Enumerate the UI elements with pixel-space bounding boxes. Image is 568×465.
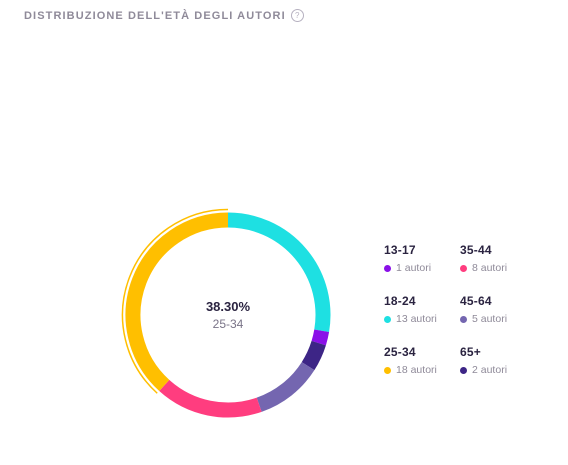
- legend-range: 45-64: [460, 294, 492, 308]
- legend-count: 1 autori: [396, 262, 432, 274]
- donut-segment-35-44[interactable]: [159, 379, 262, 418]
- legend-count: 8 autori: [472, 262, 508, 274]
- legend-dot: [460, 315, 467, 323]
- legend-dot: [384, 366, 391, 374]
- donut-highlight-ring: [121, 208, 229, 394]
- legend-dot: [384, 315, 391, 323]
- legend-range: 18-24: [384, 294, 416, 308]
- donut-segment-65-plus[interactable]: [301, 340, 326, 371]
- legend-range: 65+: [460, 345, 481, 359]
- donut-segment-18-24[interactable]: [227, 212, 331, 333]
- legend-range: 13-17: [384, 243, 416, 257]
- legend-count: 2 autori: [472, 364, 508, 376]
- donut-segment-45-64[interactable]: [256, 361, 315, 412]
- donut-segment-13-17[interactable]: [311, 329, 330, 346]
- legend-item-13-17[interactable]: 13-17 1 autori: [384, 243, 460, 274]
- legend-item-65-plus[interactable]: 65+ 2 autori: [460, 345, 536, 376]
- legend-dot: [460, 264, 467, 272]
- legend-dot: [460, 366, 467, 374]
- widget-title: Distribuzione dell'età degli autori: [24, 9, 286, 22]
- legend-dot: [384, 264, 391, 272]
- legend-count: 13 autori: [396, 313, 437, 325]
- legend-item-18-24[interactable]: 18-24 13 autori: [384, 294, 460, 325]
- legend: 13-17 1 autori 35-44 8 autori 18-24 13 a…: [384, 243, 554, 376]
- question-circle-icon[interactable]: ?: [290, 9, 304, 22]
- legend-item-35-44[interactable]: 35-44 8 autori: [460, 243, 536, 274]
- donut-chart[interactable]: 38.30% 25-34: [116, 203, 340, 427]
- widget-header: Distribuzione dell'età degli autori ?: [24, 9, 304, 22]
- legend-item-45-64[interactable]: 45-64 5 autori: [460, 294, 536, 325]
- donut-segment-25-34[interactable]: [125, 212, 229, 392]
- legend-item-25-34[interactable]: 25-34 18 autori: [384, 345, 460, 376]
- donut-svg: [121, 208, 331, 418]
- legend-count: 18 autori: [396, 364, 437, 376]
- legend-range: 25-34: [384, 345, 416, 359]
- legend-count: 5 autori: [472, 313, 508, 325]
- legend-range: 35-44: [460, 243, 492, 257]
